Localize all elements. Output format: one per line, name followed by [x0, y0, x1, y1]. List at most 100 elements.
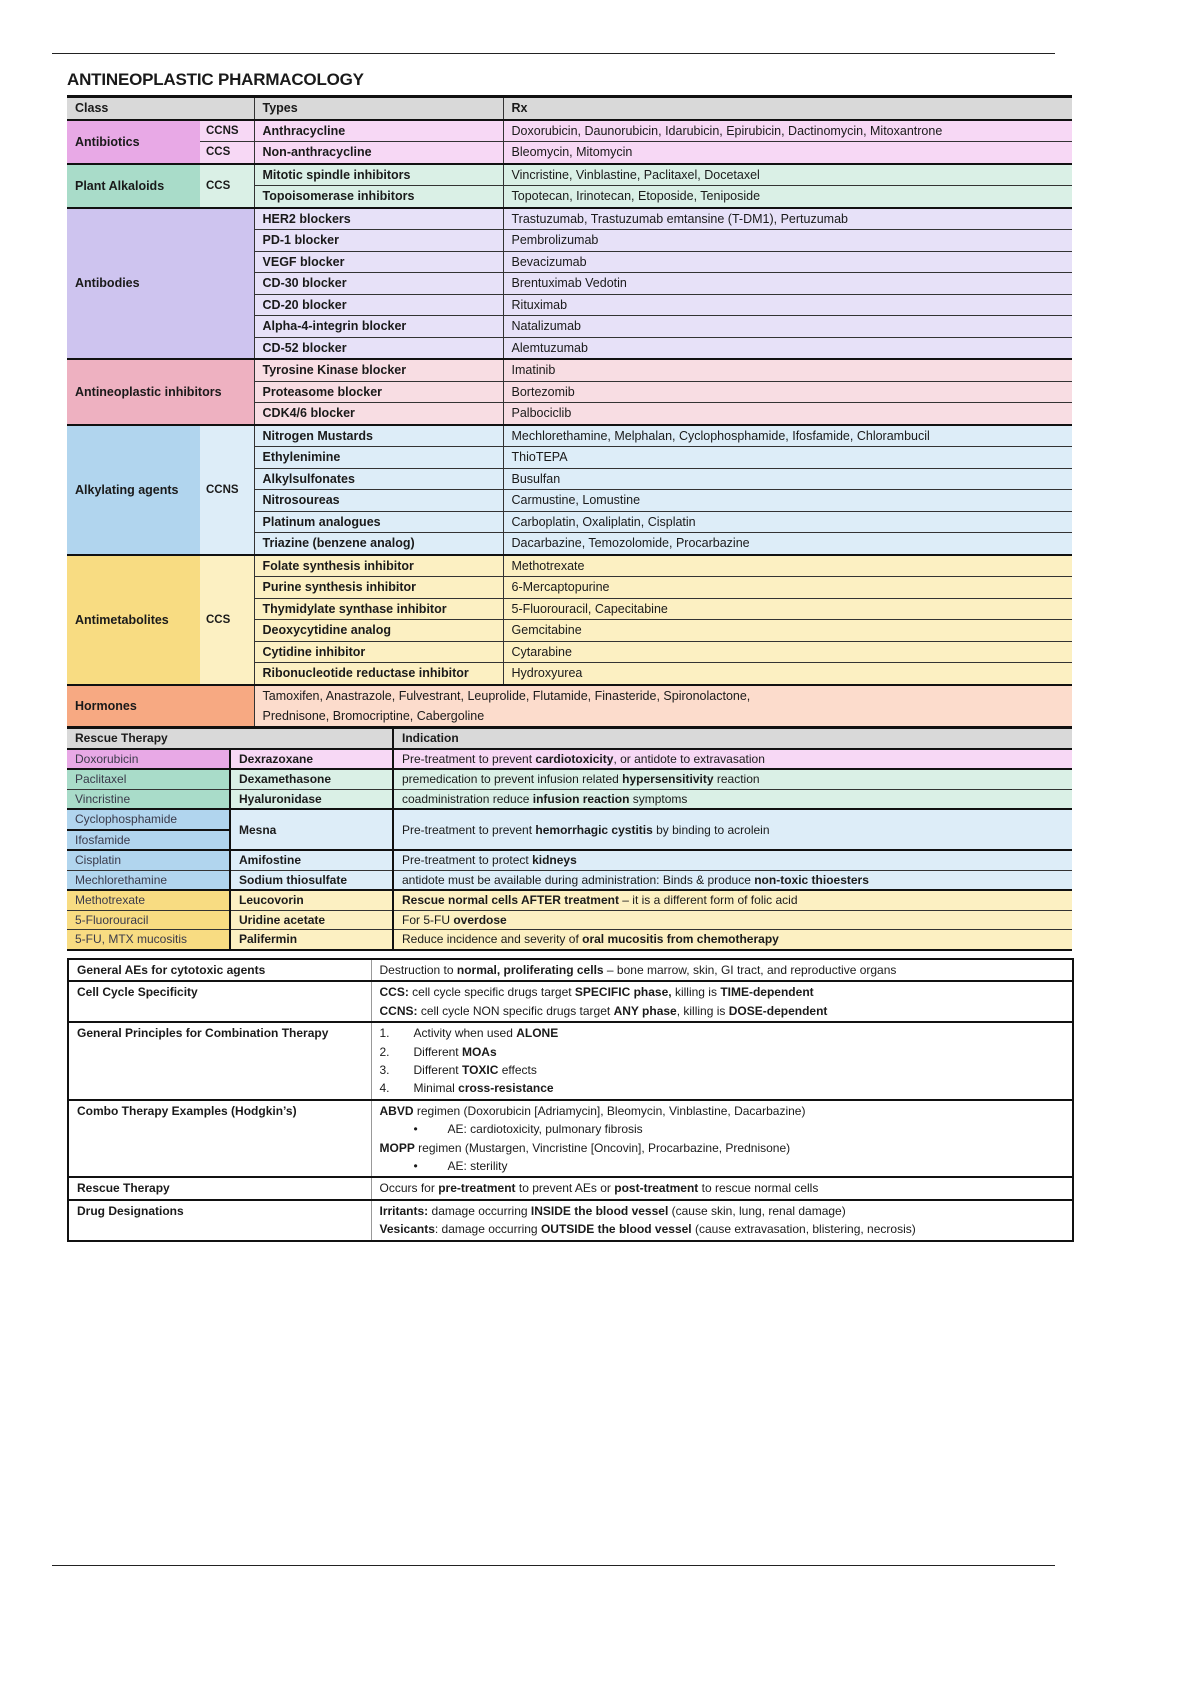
- bold-text: non-toxic thioesters: [754, 872, 869, 887]
- bold-text: TIME-dependent: [720, 985, 814, 1000]
- bold-text: INSIDE the blood vessel: [530, 1203, 669, 1218]
- table-row: Plant Alkaloids CCS Mitotic spindle inhibi…: [67, 162, 1073, 208]
- class-cell: Alkylating agents: [67, 423, 200, 555]
- text: killing is: [671, 985, 721, 1000]
- rx-cell: Doxorubicin, Daunorubicin, Idarubicin, E…: [502, 118, 1073, 142]
- type-cell: Deoxycytidine analog: [253, 619, 504, 642]
- type-cell: CDK4/6 blocker: [253, 402, 504, 425]
- rx-cell: Gemcitabine: [502, 619, 1073, 642]
- type-cell: CD-20 blocker: [253, 294, 504, 316]
- rx-cell: Topotecan, Irinotecan, Etoposide, Tenipo…: [502, 185, 1073, 208]
- drug-cell: Paclitaxel: [67, 768, 230, 790]
- type-cell: Alpha-4-integrin blocker: [253, 315, 504, 338]
- rescue-drug-cell: Amifostine: [229, 849, 393, 871]
- indication-cell: Pre-treatment to prevent hemorrhagic cys…: [392, 808, 1072, 851]
- indication-cell: Pre-treatment to prevent cardiotoxicity,…: [392, 748, 1072, 770]
- hormones-rx-line: Prednisone, Bromocriptine, Cabergoline: [262, 708, 485, 723]
- text: Reduce incidence and severity of: [402, 932, 583, 947]
- rx-cell: Busulfan: [502, 468, 1073, 490]
- text: – bone marrow, skin, GI tract, and repro…: [603, 963, 897, 977]
- bold-text: DOSE-dependent: [728, 1003, 828, 1018]
- bold-text: MOPP: [379, 1140, 415, 1155]
- type-cell: CD-30 blocker: [253, 272, 504, 295]
- rx-cell: 5-Fluorouracil, Capecitabine: [502, 598, 1073, 620]
- rx-cell: Natalizumab: [502, 315, 1073, 338]
- bold-text: CCNS:: [379, 1003, 418, 1018]
- rx-cell: Carboplatin, Oxaliplatin, Cisplatin: [502, 511, 1073, 533]
- bold-text: CCS:: [379, 985, 409, 1000]
- rx-cell: Rituximab: [502, 294, 1073, 316]
- type-cell: Purine synthesis inhibitor: [253, 576, 504, 599]
- content-line: 2. Different MOAs: [380, 1043, 1065, 1061]
- rescue-drug-cell: Palifermin: [229, 929, 393, 950]
- row-label: General AEs for cytotoxic agents: [68, 959, 372, 983]
- drug-cell: 5-Fluorouracil: [67, 910, 230, 930]
- row-label: Rescue Therapy: [68, 1177, 372, 1201]
- type-cell: Nitrogen Mustards: [253, 423, 504, 447]
- table-row: Triazine (benzene analog) Dacarbazine, Te…: [67, 532, 1073, 555]
- table-row: Cyclophosphamide Mesna Pre-treatment to pr…: [67, 808, 1072, 851]
- text: – it is a different form of folic acid: [618, 893, 798, 908]
- table-row: Cell Cycle Specificity CCS: cell cycle sp…: [68, 981, 1073, 1024]
- table-row: Alkylsulfonates Busulfan: [67, 468, 1073, 490]
- table-row: Topoisomerase inhibitors Topotecan, Irino…: [67, 185, 1073, 208]
- bold-text: hemorrhagic cystitis: [535, 822, 653, 837]
- bold-text: cardiotoxicity: [535, 751, 614, 766]
- drug-cell: Vincristine: [67, 789, 230, 810]
- indication-cell: For 5-FU overdose: [392, 910, 1072, 930]
- table-row: Combo Therapy Examples (Hodgkin’s) ABVD r…: [68, 1099, 1073, 1179]
- rx-cell: ThioTEPA: [502, 446, 1073, 469]
- text: effects: [498, 1062, 537, 1077]
- text: Minimal: [413, 1081, 459, 1096]
- table-row: General AEs for cytotoxic agents Destruct…: [68, 959, 1073, 983]
- content-line: Destruction to normal, proliferating cel…: [380, 961, 1065, 979]
- bold-text: overdose: [453, 912, 507, 927]
- text: cell cycle specific drugs target: [408, 985, 575, 1000]
- row-content: Destruction to normal, proliferating cel…: [371, 959, 1073, 983]
- text: : damage occurring: [434, 1222, 541, 1237]
- row-label: Combo Therapy Examples (Hodgkin’s): [68, 1099, 372, 1179]
- rx-cell: 6-Mercaptopurine: [502, 576, 1073, 599]
- class-cell: Antibiotics: [67, 118, 200, 164]
- table-row: Platinum analogues Carboplatin, Oxaliplat…: [67, 511, 1073, 533]
- text: to rescue normal cells: [698, 1181, 819, 1196]
- bullet-icon: •: [413, 1122, 418, 1137]
- table-row: General Principles for Combination Thera…: [68, 1022, 1073, 1101]
- principles-table: General AEs for cytotoxic agents Destruct…: [67, 958, 1074, 1242]
- header-row: Class Types Rx: [67, 96, 1073, 121]
- hormones-rx-line: Tamoxifen, Anastrazole, Fulvestrant, Leu…: [262, 688, 751, 703]
- text: (cause extravasation, blistering, necros…: [691, 1222, 916, 1237]
- table-row: Cytidine inhibitor Cytarabine: [67, 641, 1073, 663]
- cycle-specificity-cell: CCS: [200, 141, 255, 164]
- indication-cell: antidote must be available during admini…: [392, 870, 1072, 891]
- row-content: ABVD regimen (Doxorubicin [Adriamycin], …: [371, 1099, 1073, 1179]
- rx-cell: Methotrexate: [502, 553, 1073, 577]
- text: Pre-treatment to protect: [402, 853, 533, 868]
- table-row: Rescue Therapy Occurs for pre-treatment t…: [68, 1177, 1073, 1201]
- content-line: CCS: cell cycle specific drugs target SP…: [380, 983, 1065, 1001]
- bold-text: MOAs: [461, 1044, 497, 1059]
- table-row: Alkylating agents CCNS Nitrogen Mustards Me…: [67, 423, 1073, 555]
- text: reaction: [713, 772, 760, 787]
- type-cell: Tyrosine Kinase blocker: [253, 358, 504, 382]
- type-cell: PD-1 blocker: [253, 229, 504, 252]
- list-number: 1.: [379, 1026, 390, 1041]
- list-number: 4.: [379, 1081, 390, 1096]
- text: symptoms: [629, 791, 688, 806]
- table-row: CCS Non-anthracycline Bleomycin, Mitomycin: [67, 141, 1073, 164]
- rescue-drug-cell: Mesna: [229, 808, 393, 851]
- rx-cell: Palbociclib: [502, 402, 1073, 425]
- content-line: ABVD regimen (Doxorubicin [Adriamycin], …: [380, 1102, 1065, 1120]
- rx-cell: Cytarabine: [502, 641, 1073, 663]
- rx-cell: Imatinib: [502, 358, 1073, 382]
- text: Destruction to: [379, 963, 457, 977]
- rx-cell: Carmustine, Lomustine: [502, 489, 1073, 512]
- table-row: Ribonucleotide reductase inhibitor Hydrox…: [67, 662, 1073, 685]
- rescue-drug-cell: Leucovorin: [229, 889, 393, 911]
- rx-cell: Pembrolizumab: [502, 229, 1073, 252]
- table-row: Nitrosoureas Carmustine, Lomustine: [67, 489, 1073, 512]
- header-rx: Rx: [502, 96, 1073, 121]
- text: damage occurring: [428, 1203, 531, 1218]
- table-row: Thymidylate synthase inhibitor 5-Fluorour…: [67, 598, 1073, 620]
- table-row: Antimetabolites CCS Folate synthesis inhib…: [67, 553, 1073, 685]
